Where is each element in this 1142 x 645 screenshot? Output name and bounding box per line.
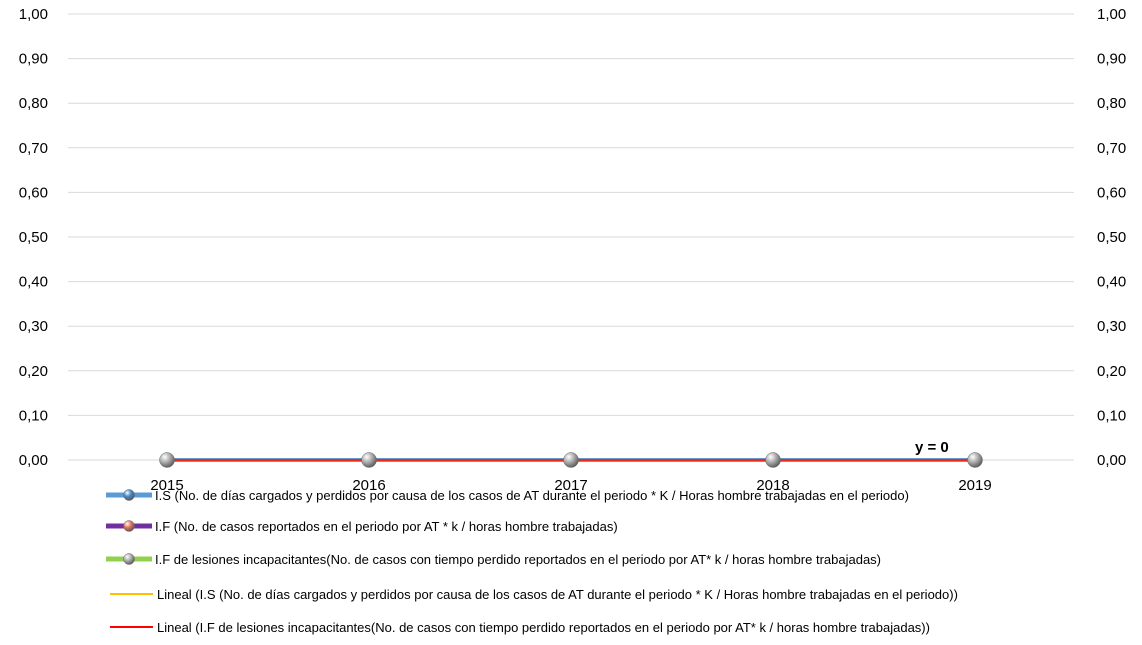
x-tick-label: 2019 xyxy=(958,477,991,494)
x-tick-label: 2016 xyxy=(352,477,385,494)
legend-swatch-marker xyxy=(123,520,135,532)
y-tick-label: 0,90 xyxy=(19,51,48,68)
y-tick-label: 0,70 xyxy=(19,140,48,157)
y2-tick-label: 0,80 xyxy=(1097,95,1126,112)
y-tick-label: 0,30 xyxy=(19,318,48,335)
legend-label: Lineal (I.F de lesiones incapacitantes(N… xyxy=(157,620,930,635)
y2-tick-label: 0,10 xyxy=(1097,407,1126,424)
legend-label: I.F de lesiones incapacitantes(No. de ca… xyxy=(155,552,881,567)
data-point xyxy=(967,452,983,468)
y-tick-label: 0,40 xyxy=(19,274,48,291)
legend-label: I.F (No. de casos reportados en el perio… xyxy=(155,519,618,534)
y2-tick-label: 0,50 xyxy=(1097,229,1126,246)
y2-tick-label: 1,00 xyxy=(1097,6,1126,23)
y2-tick-label: 0,40 xyxy=(1097,274,1126,291)
x-tick-label: 2018 xyxy=(756,477,789,494)
y2-tick-label: 0,60 xyxy=(1097,184,1126,201)
y-tick-label: 1,00 xyxy=(19,6,48,23)
legend-label: Lineal (I.S (No. de días cargados y perd… xyxy=(157,587,958,602)
legend-swatch-marker xyxy=(123,553,135,565)
data-point xyxy=(563,452,579,468)
y2-tick-label: 0,90 xyxy=(1097,51,1126,68)
x-tick-label: 2015 xyxy=(150,477,183,494)
y2-tick-label: 0,00 xyxy=(1097,452,1126,469)
y2-tick-label: 0,30 xyxy=(1097,318,1126,335)
y-tick-label: 0,10 xyxy=(19,407,48,424)
legend-swatch-marker xyxy=(123,489,135,501)
data-point xyxy=(765,452,781,468)
y-tick-label: 0,60 xyxy=(19,184,48,201)
y-tick-label: 0,20 xyxy=(19,363,48,380)
data-point xyxy=(159,452,175,468)
y2-tick-label: 0,70 xyxy=(1097,140,1126,157)
trendline-equation: y = 0 xyxy=(915,439,949,456)
y-tick-label: 0,80 xyxy=(19,95,48,112)
x-tick-label: 2017 xyxy=(554,477,587,494)
y-tick-label: 0,50 xyxy=(19,229,48,246)
y-tick-label: 0,00 xyxy=(19,452,48,469)
data-point xyxy=(361,452,377,468)
y2-tick-label: 0,20 xyxy=(1097,363,1126,380)
legend-label: I.S (No. de días cargados y perdidos por… xyxy=(155,488,909,503)
